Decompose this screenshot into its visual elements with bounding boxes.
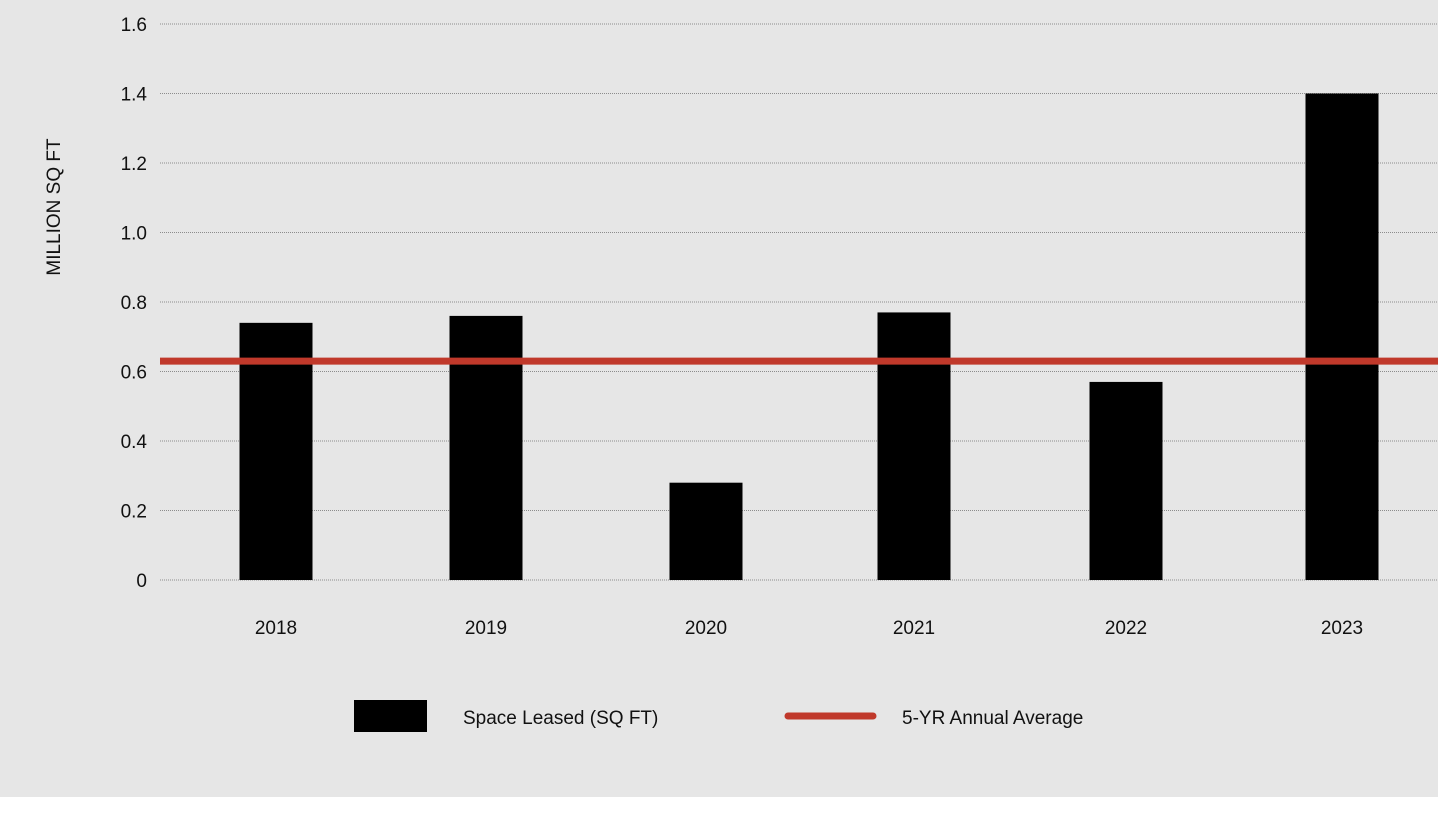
x-tick-label: 2023 [1321,618,1363,639]
y-tick-label: 1.6 [121,15,147,36]
x-tick-label: 2021 [893,618,935,639]
legend-bar-swatch [354,700,427,732]
y-tick-label: 0.2 [121,502,147,523]
x-tick-label: 2022 [1105,618,1147,639]
x-tick-label: 2018 [255,618,297,639]
y-tick-label: 0 [136,571,147,592]
bar-2019 [449,315,523,580]
y-tick-label: 1.0 [121,224,147,245]
x-axis-ticks: 2018 2019 2020 2021 2022 2023 [255,618,1363,639]
y-axis-title: MILLION SQ FT [44,138,65,276]
legend-line-label: 5-YR Annual Average [902,708,1083,729]
y-tick-label: 0.6 [121,363,147,384]
bar-2022 [1089,381,1163,580]
legend: Space Leased (SQ FT) 5-YR Annual Average [354,700,1083,732]
y-tick-label: 0.4 [121,432,148,453]
bar-2018 [239,322,313,580]
legend-bar-label: Space Leased (SQ FT) [463,708,658,729]
y-axis-ticks: 0 0.2 0.4 0.6 0.8 1.0 1.2 1.4 1.6 [121,15,148,592]
x-tick-label: 2019 [465,618,507,639]
y-tick-label: 0.8 [121,293,147,314]
bar-2021 [877,312,951,580]
bar-2020 [669,482,743,580]
y-tick-label: 1.2 [121,154,147,175]
x-tick-label: 2020 [685,618,727,639]
y-tick-label: 1.4 [121,85,148,106]
bars [239,93,1379,580]
gridlines [160,23,1438,581]
bar-2023 [1305,93,1379,580]
